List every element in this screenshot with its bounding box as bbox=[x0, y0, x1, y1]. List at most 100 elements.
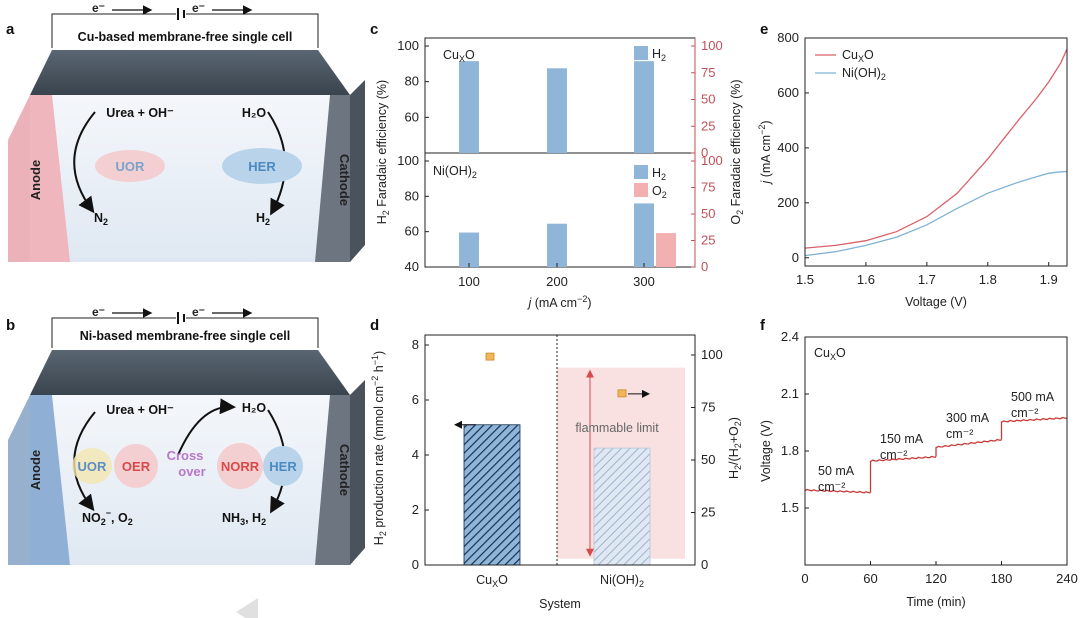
f-segment-label-unit: cm⁻² bbox=[880, 448, 907, 462]
anode-side-b bbox=[8, 395, 30, 565]
c-ytick-right: 0 bbox=[701, 145, 708, 160]
c-bottom-legend-swatch-o2 bbox=[634, 183, 648, 197]
wire-right bbox=[186, 13, 319, 48]
panel-e-label: e bbox=[760, 21, 768, 38]
anode-plate-b bbox=[30, 395, 70, 565]
her-label-a: HER bbox=[248, 159, 276, 174]
f-ytick: 1.5 bbox=[781, 500, 799, 515]
crossover-label-2: over bbox=[178, 464, 205, 479]
f-xtick: 0 bbox=[801, 571, 808, 586]
uor-label-b: UOR bbox=[78, 459, 108, 474]
c-ytick-left: 100 bbox=[397, 153, 419, 168]
chart-f: f 0 60 120 180 240 1.5 1.8 2.1 2.4 50 mA cm⁻² 150 m… bbox=[759, 317, 1078, 609]
c-bottom-label: Ni(OH)2 bbox=[433, 164, 477, 180]
cell-lid bbox=[30, 50, 350, 95]
cathode-side-b bbox=[350, 380, 365, 565]
d-xlabel: System bbox=[539, 597, 581, 611]
f-xtick: 180 bbox=[991, 571, 1013, 586]
left-reactant-a: Urea + OH⁻ bbox=[106, 106, 174, 120]
d-flammable-label: flammable limit bbox=[575, 421, 659, 435]
e-xtick: 1.7 bbox=[918, 272, 936, 287]
d-ratio-point bbox=[485, 352, 495, 361]
f-xtick: 240 bbox=[1056, 571, 1078, 586]
oer-label-b: OER bbox=[122, 459, 151, 474]
d-ytick-right: 50 bbox=[701, 452, 715, 467]
f-segment-label-current: 300 mA bbox=[946, 411, 990, 425]
d-marks: 0 2 4 6 8 0 25 50 75 100 bbox=[412, 337, 723, 572]
right-reactant-a: H₂O bbox=[242, 106, 267, 120]
e-xtick: 1.6 bbox=[857, 272, 875, 287]
c-bar-h2 bbox=[547, 223, 567, 267]
c-xtick: 200 bbox=[546, 274, 568, 289]
d-ytick-left: 8 bbox=[412, 337, 419, 352]
f-segment bbox=[935, 438, 1002, 449]
uor-bubble-a bbox=[95, 150, 165, 182]
c-xtick: 300 bbox=[633, 274, 655, 289]
c-xlabel: j (mA cm−2) bbox=[526, 294, 591, 310]
d-frame bbox=[424, 334, 696, 566]
right-reactant-b: H₂O bbox=[242, 401, 267, 415]
schematic-a: a e⁻ e⁻ Cu-based membrane-free single ce… bbox=[6, 1, 365, 262]
c-bottom-legend-swatch-h2 bbox=[634, 165, 648, 179]
c-ytick-right: 100 bbox=[701, 38, 723, 53]
d-ytick-right: 0 bbox=[701, 557, 708, 572]
d-xtick-nioh: Ni(OH)2 bbox=[600, 573, 644, 589]
f-ytick: 2.4 bbox=[781, 329, 799, 344]
e-ytick: 200 bbox=[777, 195, 799, 210]
electron-label-right: e⁻ bbox=[192, 1, 205, 15]
right-product-b: NH3, H2 bbox=[222, 511, 266, 527]
e-xtick: 1.8 bbox=[979, 272, 997, 287]
f-segment bbox=[804, 488, 871, 494]
e-ytick: 400 bbox=[777, 140, 799, 155]
f-marks: 0 60 120 180 240 1.5 1.8 2.1 2.4 50 mA cm⁻² 150 mA c… bbox=[781, 329, 1078, 586]
c-bottom-legend-label-o2: O2 bbox=[652, 184, 667, 200]
d-ytick-left: 0 bbox=[412, 557, 419, 572]
wire-left-b bbox=[51, 317, 176, 348]
c-bar-h2 bbox=[634, 203, 654, 267]
d-xtick-cuxo: CuXO bbox=[476, 573, 508, 589]
e-ytick: 600 bbox=[777, 85, 799, 100]
f-xtick: 120 bbox=[925, 571, 947, 586]
c-ytick-right: 25 bbox=[701, 233, 715, 248]
cell-body-b bbox=[30, 395, 350, 565]
f-segment bbox=[870, 455, 937, 463]
anode-plate bbox=[30, 95, 70, 262]
chart-e: e 1.5 1.6 1.7 1.8 1.9 0 200 400 600 800 CuXO Ni(O… bbox=[757, 21, 1068, 309]
norr-bubble-b bbox=[217, 443, 263, 489]
oer-bubble-b bbox=[114, 444, 158, 488]
f-xtick: 60 bbox=[863, 571, 877, 586]
cathode-label-a: Cathode bbox=[337, 154, 352, 206]
crossover-label-1: Cross bbox=[167, 448, 204, 463]
e-legend-label-cuxo: CuXO bbox=[842, 48, 874, 64]
d-ytick-right: 25 bbox=[701, 505, 715, 520]
her-label-b: HER bbox=[269, 459, 297, 474]
f-ytick: 1.8 bbox=[781, 443, 799, 458]
wire-left bbox=[51, 13, 176, 48]
c-bar-h2 bbox=[459, 61, 479, 153]
e-line-cuxo bbox=[804, 48, 1068, 249]
crossover-arrow bbox=[177, 398, 236, 456]
anode-side bbox=[8, 95, 30, 262]
c-ylabel-right: O2 Faradaic efficiency (%) bbox=[729, 79, 745, 224]
c-ytick-left: 80 bbox=[405, 74, 419, 89]
c-ylabel-left: H2 Faradaic efficiency (%) bbox=[375, 80, 391, 224]
her-bubble-b bbox=[263, 446, 303, 486]
c-top-label: CuXO bbox=[443, 48, 475, 64]
electron-label-left-b: e⁻ bbox=[92, 305, 105, 319]
c-xtick: 100 bbox=[458, 274, 480, 289]
c-ytick-right: 0 bbox=[701, 259, 708, 274]
left-reactant-b: Urea + OH⁻ bbox=[106, 403, 174, 417]
cell-body bbox=[30, 95, 350, 262]
schematic-b: b e⁻ e⁻ Ni-based membrane-free single ce… bbox=[6, 305, 365, 565]
c-bar-h2 bbox=[547, 68, 567, 153]
electron-label-right-b: e⁻ bbox=[192, 305, 205, 319]
c-ytick-left: 60 bbox=[405, 109, 419, 124]
d-bar bbox=[463, 424, 521, 566]
f-frame bbox=[804, 336, 1068, 566]
uor-bubble-b bbox=[72, 448, 112, 484]
panel-f-label: f bbox=[760, 317, 766, 334]
f-segment-label-current: 500 mA bbox=[1011, 390, 1055, 404]
f-ytick: 2.1 bbox=[781, 386, 799, 401]
d-ytick-right: 75 bbox=[701, 400, 715, 415]
